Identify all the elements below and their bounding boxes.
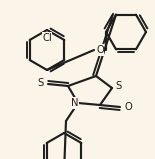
Text: O: O bbox=[124, 102, 132, 112]
Text: Cl: Cl bbox=[42, 33, 52, 43]
Text: S: S bbox=[37, 78, 43, 88]
Text: S: S bbox=[116, 81, 122, 91]
Text: N: N bbox=[71, 98, 79, 108]
Text: O: O bbox=[96, 45, 104, 55]
